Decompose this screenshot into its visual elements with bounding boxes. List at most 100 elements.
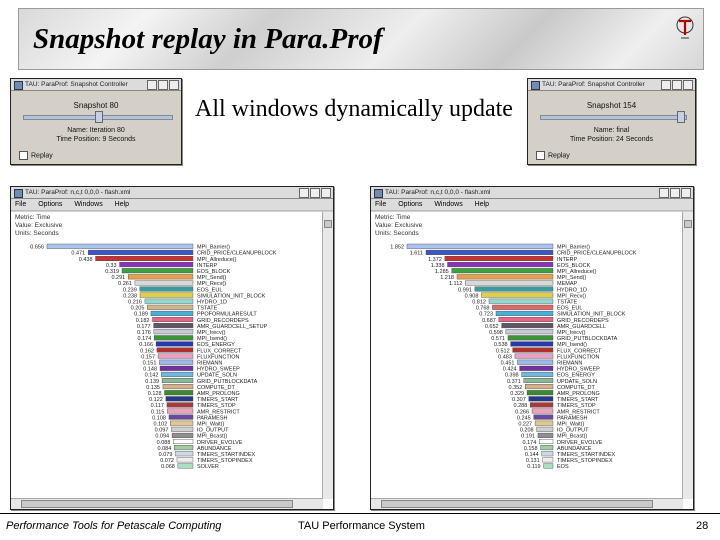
profile-row[interactable]: 0.162 FLUX_CORRECT <box>140 347 242 355</box>
row-bar[interactable] <box>171 432 194 438</box>
profile-row[interactable]: 0.191 MPI_Bcast() <box>521 432 587 440</box>
menu-file[interactable]: File <box>375 201 387 208</box>
profile-row[interactable]: 0.908 MPI_Recv() <box>465 292 587 300</box>
row-bar[interactable] <box>134 280 194 286</box>
minimize-button[interactable] <box>661 80 671 90</box>
maximize-button[interactable] <box>670 188 680 198</box>
row-bar[interactable] <box>451 268 554 274</box>
row-bar[interactable] <box>526 390 554 396</box>
profile-row[interactable]: 0.139 GRID_PUTBLOCKDATA <box>145 377 258 385</box>
row-bar[interactable] <box>174 445 194 451</box>
row-bar[interactable] <box>465 280 554 286</box>
profile-row[interactable]: 0.652 AMR_GUARDCELL <box>485 323 606 330</box>
maximize-button[interactable] <box>672 80 682 90</box>
maximize-button[interactable] <box>310 188 320 198</box>
menu-file[interactable]: File <box>15 201 27 208</box>
profile-row[interactable]: 0.352 COMPUTE_DT <box>508 384 596 391</box>
row-bar[interactable] <box>128 274 194 280</box>
window-titlebar[interactable]: TAU: ParaProf: Snapshot Controller <box>528 79 695 91</box>
row-bar[interactable] <box>523 377 554 383</box>
row-bar[interactable] <box>492 304 554 310</box>
profile-row[interactable]: 1.112 MEMAP <box>449 280 578 288</box>
row-bar[interactable] <box>159 359 194 365</box>
row-bar[interactable] <box>512 347 554 353</box>
row-bar[interactable] <box>155 341 194 347</box>
profile-row[interactable]: 0.148 HYDRO_SWEEP <box>143 365 240 373</box>
row-bar[interactable] <box>168 414 194 420</box>
row-bar[interactable] <box>121 268 194 274</box>
profile-row[interactable]: 0.174 DRIVER_EVOLVE <box>523 438 603 446</box>
row-bar[interactable] <box>510 341 554 347</box>
profile-row[interactable]: 0.424 HYDRO_SWEEP <box>503 365 600 373</box>
profile-row[interactable]: 0.119 EOS <box>527 463 569 471</box>
profile-row[interactable]: 0.319 EOS_BLOCK <box>105 268 231 275</box>
menu-windows[interactable]: Windows <box>74 201 103 208</box>
profile-row[interactable]: 0.115 AMR_RESTRICT <box>151 408 240 416</box>
profile-row[interactable]: 1.372 INTERP <box>428 256 578 263</box>
row-bar[interactable] <box>144 298 194 304</box>
replay-toggle[interactable]: Replay <box>19 151 53 160</box>
profile-row[interactable]: 0.812 TSTATE <box>472 298 578 306</box>
profile-row[interactable]: 0.512 FLUX_CORRECT <box>496 347 602 355</box>
profile-row[interactable]: 1.852 MPI_Barrier() <box>390 243 590 251</box>
row-bar[interactable] <box>147 304 194 310</box>
row-bar[interactable] <box>521 371 554 377</box>
profile-row[interactable]: 0.084 ABUNDANCE <box>158 445 232 452</box>
profile-row[interactable]: 0.158 ABUNDANCE <box>524 445 592 452</box>
profile-row[interactable]: 0.598 MPI_Irecv() <box>489 329 586 336</box>
row-bar[interactable] <box>507 335 554 341</box>
row-bar[interactable] <box>447 262 554 268</box>
profile-row[interactable]: 0.117 TIMERS_STOP <box>151 402 236 410</box>
menu-help[interactable]: Help <box>474 201 490 208</box>
row-bar[interactable] <box>474 286 554 292</box>
row-bar[interactable] <box>153 323 194 329</box>
profile-row[interactable]: 0.438 MPI_Allreduce() <box>79 256 237 263</box>
snapshot-slider[interactable] <box>540 115 687 120</box>
profile-row[interactable]: 0.142 UPDATE_SOLN <box>145 371 237 379</box>
profile-row[interactable]: 0.176 MPI_Irecv() <box>137 329 226 336</box>
row-bar[interactable] <box>162 384 194 390</box>
profile-row[interactable]: 0.245 PARAMESH <box>517 414 588 422</box>
close-button[interactable] <box>683 80 693 90</box>
row-bar[interactable] <box>153 329 194 335</box>
row-bar[interactable] <box>95 256 194 262</box>
profile-row[interactable]: 0.205 TSTATE <box>131 304 218 312</box>
profile-row[interactable]: 1.611 CRID_PRICE/CLEANUPBLOCK <box>410 249 637 257</box>
row-bar[interactable] <box>173 438 194 444</box>
row-bar[interactable] <box>177 463 194 469</box>
row-bar[interactable] <box>539 438 554 444</box>
horizontal-scrollbar[interactable] <box>371 498 683 509</box>
close-button[interactable] <box>321 188 331 198</box>
row-bar[interactable] <box>170 420 194 426</box>
row-bar[interactable] <box>139 292 194 298</box>
row-bar[interactable] <box>488 298 554 304</box>
row-bar[interactable] <box>543 463 554 469</box>
row-bar[interactable] <box>406 243 554 249</box>
window-titlebar[interactable]: TAU: ParaProf: Snapshot Controller <box>11 79 181 91</box>
profile-row[interactable]: 0.174 MPI_Isend() <box>138 335 228 343</box>
profile-row[interactable]: 0.068 SOLVER <box>161 463 219 471</box>
profile-row[interactable]: 0.097 IO_OUTPUT <box>155 426 229 434</box>
scroll-thumb[interactable] <box>381 500 653 508</box>
scroll-thumb[interactable] <box>324 220 332 228</box>
profile-row[interactable]: 0.122 TIMERS_START <box>149 396 239 404</box>
menu-help[interactable]: Help <box>114 201 130 208</box>
menu-options[interactable]: Options <box>38 201 63 208</box>
profile-row[interactable]: 0.571 GRID_PUTBLOCKDATA <box>491 335 618 343</box>
minimize-button[interactable] <box>147 80 157 90</box>
row-bar[interactable] <box>530 402 554 408</box>
row-bar[interactable] <box>534 420 554 426</box>
row-bar[interactable] <box>540 445 554 451</box>
profile-row[interactable]: 0.768 EOS_EUL <box>476 304 583 312</box>
row-bar[interactable] <box>444 256 554 262</box>
horizontal-scrollbar[interactable] <box>11 498 323 509</box>
row-bar[interactable] <box>171 426 194 432</box>
profile-row[interactable]: 0.33 INTERP <box>106 262 218 269</box>
row-bar[interactable] <box>456 274 554 280</box>
row-bar[interactable] <box>481 292 554 298</box>
row-bar[interactable] <box>536 426 554 432</box>
profile-row[interactable]: 0.307 TIMERS_START <box>512 396 599 404</box>
replay-checkbox[interactable] <box>19 151 28 160</box>
profile-row[interactable]: 0.239 EOS_EUL <box>123 286 222 294</box>
scroll-thumb[interactable] <box>684 220 692 228</box>
